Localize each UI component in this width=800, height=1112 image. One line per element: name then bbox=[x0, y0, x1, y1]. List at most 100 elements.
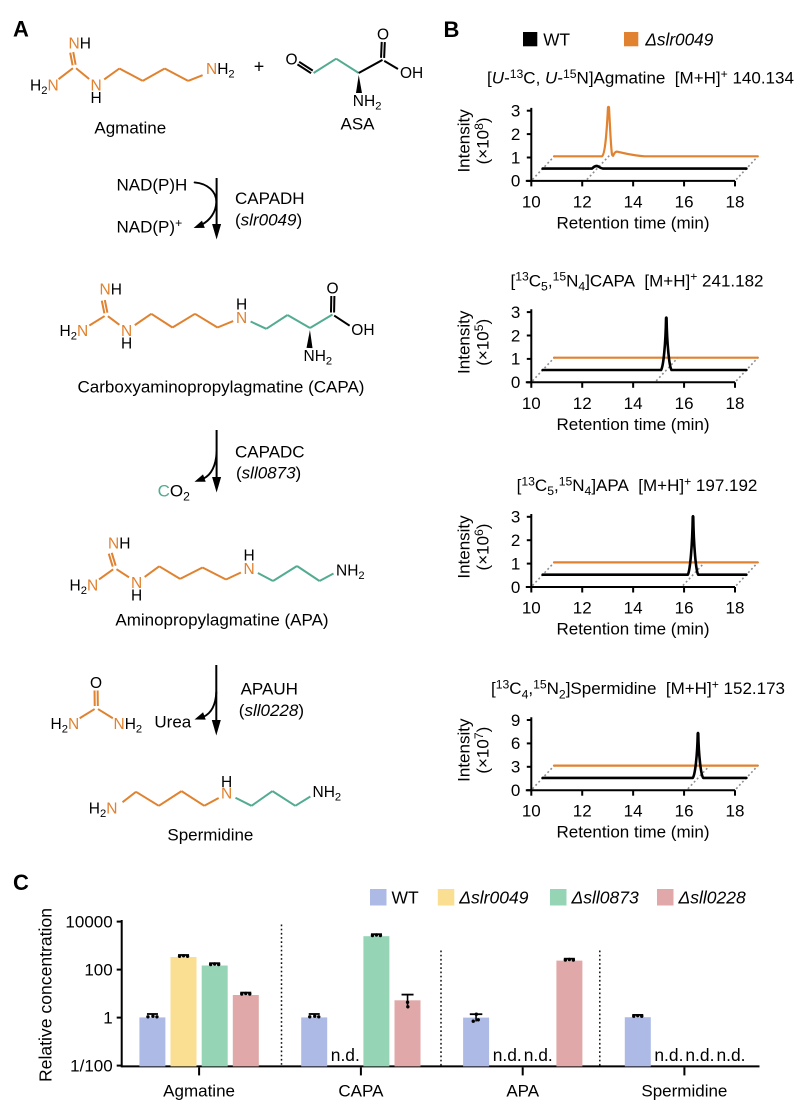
svg-text:Spermidine: Spermidine bbox=[641, 1082, 727, 1101]
svg-text:NH2: NH2 bbox=[353, 93, 382, 113]
svg-text:18: 18 bbox=[726, 599, 745, 618]
svg-text:0: 0 bbox=[511, 172, 520, 191]
svg-text:O: O bbox=[90, 675, 102, 692]
svg-text:Aminopropylagmatine (APA): Aminopropylagmatine (APA) bbox=[115, 611, 328, 630]
svg-text:2: 2 bbox=[511, 531, 520, 550]
svg-text:H2N: H2N bbox=[70, 578, 99, 598]
svg-text:18: 18 bbox=[726, 394, 745, 413]
svg-text:NAD(P)+: NAD(P)+ bbox=[117, 216, 183, 237]
svg-text:C: C bbox=[13, 870, 29, 895]
svg-text:NH2: NH2 bbox=[336, 563, 365, 583]
svg-text:CAPA: CAPA bbox=[338, 1082, 384, 1101]
svg-text:H: H bbox=[131, 588, 142, 605]
svg-text:n.d.: n.d. bbox=[524, 1045, 553, 1065]
svg-text:NH2: NH2 bbox=[313, 784, 342, 804]
svg-text:Agmatine: Agmatine bbox=[163, 1082, 235, 1101]
svg-text:n.d.: n.d. bbox=[685, 1045, 714, 1065]
svg-text:2: 2 bbox=[511, 125, 520, 144]
svg-text:O: O bbox=[377, 27, 389, 44]
svg-text:14: 14 bbox=[624, 192, 643, 211]
svg-text:(×105): (×105) bbox=[472, 319, 493, 366]
svg-text:n.d.: n.d. bbox=[493, 1045, 522, 1065]
svg-text:10: 10 bbox=[522, 394, 541, 413]
svg-text:O: O bbox=[286, 52, 298, 69]
svg-text:0: 0 bbox=[511, 781, 520, 800]
svg-text:12: 12 bbox=[573, 802, 592, 821]
svg-text:B: B bbox=[444, 17, 460, 42]
svg-text:12: 12 bbox=[573, 394, 592, 413]
svg-text:Δsll0228: Δsll0228 bbox=[678, 888, 746, 908]
svg-text:N: N bbox=[221, 786, 232, 803]
svg-text:H2N: H2N bbox=[51, 716, 80, 736]
svg-text:1/100: 1/100 bbox=[70, 1057, 113, 1076]
svg-text:Relative concentration: Relative concentration bbox=[36, 908, 56, 1082]
svg-text:6: 6 bbox=[511, 734, 520, 753]
svg-text:WT: WT bbox=[392, 888, 420, 908]
svg-text:NH2: NH2 bbox=[114, 716, 143, 736]
svg-text:14: 14 bbox=[624, 802, 643, 821]
svg-text:N: N bbox=[244, 561, 255, 578]
svg-text:NH2: NH2 bbox=[206, 61, 235, 81]
svg-text:Retention time (min): Retention time (min) bbox=[556, 620, 709, 639]
svg-text:OH: OH bbox=[351, 322, 374, 339]
svg-text:14: 14 bbox=[624, 599, 643, 618]
svg-text:N: N bbox=[236, 310, 247, 327]
svg-text:3: 3 bbox=[511, 303, 520, 322]
svg-text:CAPADC: CAPADC bbox=[235, 443, 305, 462]
svg-text:3: 3 bbox=[511, 508, 520, 527]
svg-text:Carboxyaminopropylagmatine (CA: Carboxyaminopropylagmatine (CAPA) bbox=[78, 378, 365, 397]
svg-text:(×107): (×107) bbox=[472, 727, 493, 774]
svg-text:+: + bbox=[254, 57, 265, 77]
svg-text:N: N bbox=[131, 575, 142, 592]
svg-text:12: 12 bbox=[573, 192, 592, 211]
svg-text:10: 10 bbox=[522, 599, 541, 618]
svg-text:ASA: ASA bbox=[340, 115, 375, 134]
svg-text:APA: APA bbox=[506, 1082, 539, 1101]
svg-text:1: 1 bbox=[511, 350, 520, 369]
svg-text:(sll0873): (sll0873) bbox=[236, 464, 301, 483]
svg-text:Intensity: Intensity bbox=[455, 310, 474, 374]
svg-text:Retention time (min): Retention time (min) bbox=[556, 823, 709, 842]
svg-text:10000: 10000 bbox=[65, 913, 112, 932]
svg-text:n.d.: n.d. bbox=[654, 1045, 683, 1065]
svg-text:(slr0049): (slr0049) bbox=[235, 211, 302, 230]
svg-text:18: 18 bbox=[726, 192, 745, 211]
svg-text:16: 16 bbox=[675, 394, 694, 413]
svg-text:Intensity: Intensity bbox=[455, 718, 474, 782]
svg-text:[13C5,15N4]APA [M+H]+ 197.192: [13C5,15N4]APA [M+H]+ 197.192 bbox=[517, 474, 758, 498]
svg-text:1: 1 bbox=[511, 554, 520, 573]
svg-text:WT: WT bbox=[543, 30, 570, 50]
svg-text:H2N: H2N bbox=[30, 78, 59, 98]
svg-text:O: O bbox=[327, 281, 339, 298]
svg-text:[13C4,15N2]Spermidine [M+H]+: [13C4,15N2]Spermidine [M+H]+ 152.173 bbox=[491, 678, 785, 702]
svg-text:NH2: NH2 bbox=[304, 348, 333, 368]
svg-text:0: 0 bbox=[511, 578, 520, 597]
svg-text:18: 18 bbox=[726, 802, 745, 821]
svg-text:(×108): (×108) bbox=[472, 117, 493, 164]
svg-text:3: 3 bbox=[511, 102, 520, 121]
svg-text:1: 1 bbox=[511, 148, 520, 167]
svg-text:(sll0228): (sll0228) bbox=[239, 701, 304, 720]
svg-text:10: 10 bbox=[522, 802, 541, 821]
svg-text:16: 16 bbox=[675, 192, 694, 211]
svg-text:H: H bbox=[244, 548, 255, 565]
svg-text:CAPADH: CAPADH bbox=[235, 189, 305, 208]
svg-text:14: 14 bbox=[624, 394, 643, 413]
svg-text:10: 10 bbox=[522, 192, 541, 211]
svg-text:H: H bbox=[236, 297, 247, 314]
svg-text:(×106): (×106) bbox=[472, 524, 493, 571]
svg-text:16: 16 bbox=[675, 599, 694, 618]
svg-text:CO2: CO2 bbox=[158, 482, 191, 504]
svg-text:Retention time (min): Retention time (min) bbox=[556, 213, 709, 232]
svg-text:Agmatine: Agmatine bbox=[94, 119, 166, 138]
svg-text:16: 16 bbox=[675, 802, 694, 821]
svg-text:0: 0 bbox=[511, 373, 520, 392]
svg-text:A: A bbox=[13, 17, 29, 42]
svg-text:n.d.: n.d. bbox=[716, 1045, 745, 1065]
svg-text:9: 9 bbox=[511, 711, 520, 730]
svg-text:2: 2 bbox=[511, 326, 520, 345]
svg-text:H: H bbox=[91, 90, 102, 107]
svg-text:Retention time (min): Retention time (min) bbox=[556, 415, 709, 434]
svg-text:100: 100 bbox=[84, 961, 112, 980]
svg-text:NH: NH bbox=[69, 36, 91, 53]
